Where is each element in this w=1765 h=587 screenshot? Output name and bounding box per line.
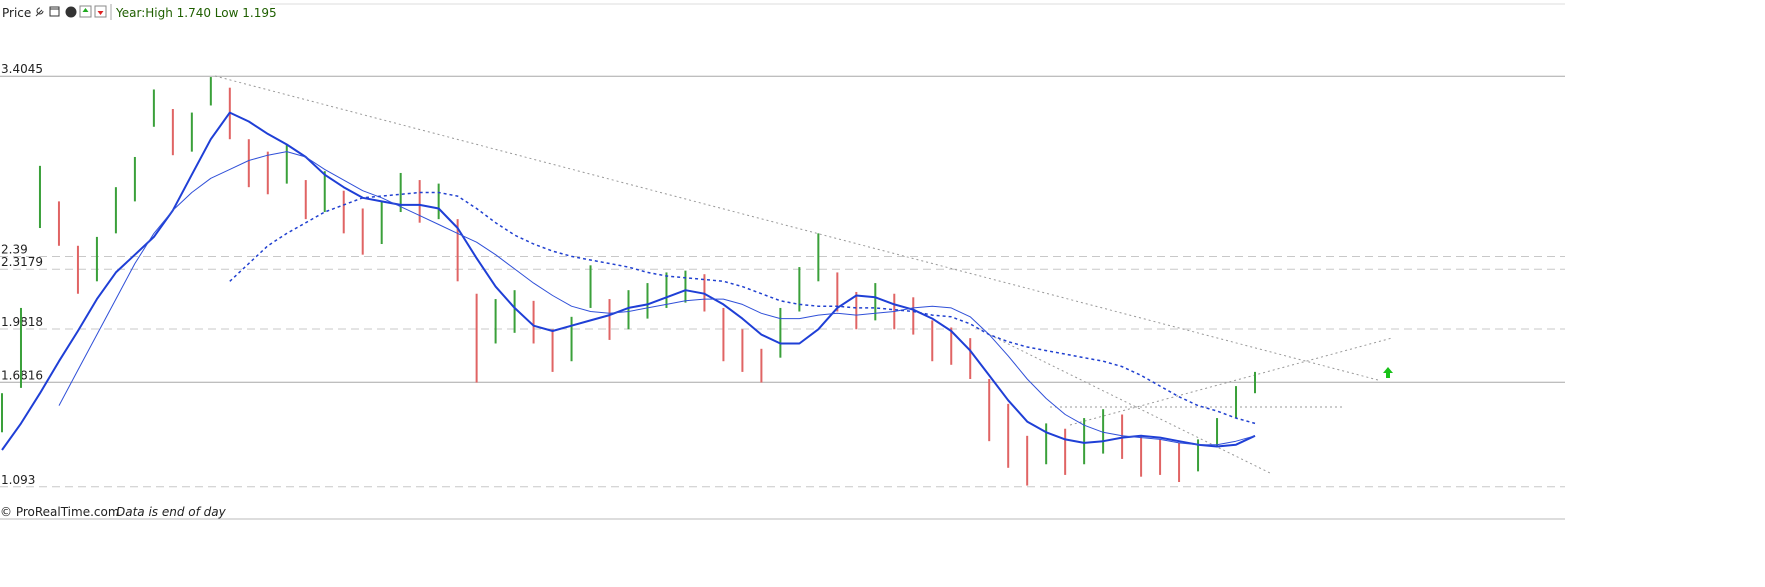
price-bar: [1007, 403, 1010, 468]
price-bar: [1178, 442, 1181, 483]
price-bar: [76, 245, 79, 294]
year-range: Year:High 1.740 Low 1.195: [115, 6, 277, 20]
levels: 3.4045 2.392.3179 1.9818 1.6816 1.093: [0, 62, 1565, 488]
price-bar: [1140, 435, 1143, 477]
price-bar: [798, 267, 801, 312]
price-bar: [304, 180, 307, 220]
price-bar: [1159, 439, 1162, 475]
price-bar: [190, 112, 193, 152]
y-tick-label: 1.9818: [1, 315, 43, 329]
price-bar: [1026, 435, 1029, 486]
price-bar: [1102, 409, 1105, 454]
price-bar: [1083, 418, 1086, 465]
price-bar: [399, 172, 402, 213]
price-bar: [1, 393, 3, 433]
window-icon[interactable]: [49, 6, 60, 17]
price-bar: [608, 299, 611, 340]
price-bar: [285, 144, 288, 184]
price-bar: [817, 233, 820, 282]
trendlines: [214, 75, 1393, 475]
moving-average: [1, 111, 1256, 451]
trendline: [1069, 337, 1393, 426]
price-bar: [627, 290, 630, 330]
moving-average: [229, 191, 1256, 425]
price-bar: [361, 208, 364, 255]
price-bar: [532, 300, 535, 344]
price-bar: [266, 151, 269, 195]
price-bar: [874, 283, 877, 321]
down-arrow: [97, 11, 104, 15]
price-bar: [342, 190, 345, 234]
price-bar: [133, 156, 136, 202]
price-bar: [95, 236, 98, 282]
source: © ProRealTime.com: [0, 505, 120, 519]
up-icon[interactable]: [79, 5, 92, 18]
price-bar: [437, 183, 440, 220]
price-bar: [152, 89, 155, 127]
close-icon[interactable]: [65, 6, 77, 18]
price-bar: [171, 109, 174, 156]
price-bar: [57, 201, 60, 246]
y-tick-label: 2.39: [1, 242, 28, 256]
price-bar: [646, 283, 649, 319]
trendline: [989, 334, 1273, 475]
up-arrow: [82, 8, 89, 12]
moving-averages: [1, 111, 1256, 451]
price-bar: [19, 307, 22, 388]
price-bars: [1, 77, 1256, 486]
price-bar: [570, 316, 573, 362]
price-bar: [912, 297, 915, 335]
price-bar: [760, 348, 763, 383]
signal-arrow: [1383, 367, 1393, 378]
price-bar: [950, 327, 953, 365]
y-tick-label: 1.6816: [1, 368, 43, 382]
price-bar: [779, 307, 782, 358]
price-bar: [475, 293, 478, 383]
price-bar: [1045, 423, 1048, 465]
y-tick-label: 3.4045: [1, 62, 43, 76]
price-bar: [323, 171, 326, 213]
price-bar: [380, 201, 383, 245]
price-bar: [931, 320, 934, 362]
price-bar: [456, 219, 459, 282]
down-icon[interactable]: [94, 5, 107, 18]
y-tick-label: 1.093: [1, 473, 35, 487]
price-bar: [1064, 428, 1067, 475]
price-bar: [209, 77, 212, 106]
price-bar: [684, 270, 687, 303]
settings-icon[interactable]: [35, 7, 44, 17]
price-bar: [418, 180, 421, 223]
price-bar: [1254, 371, 1256, 394]
price-bar: [988, 378, 991, 442]
price-bar: [665, 272, 668, 308]
price-bar: [247, 139, 250, 188]
price-bar: [1216, 418, 1219, 447]
price-bar: [741, 329, 744, 372]
price-bar: [513, 290, 516, 333]
trendline: [214, 75, 1379, 381]
price-bar: [969, 338, 972, 379]
moving-average: [58, 151, 1256, 446]
price-bar: [1235, 386, 1238, 419]
price-bar: [494, 299, 497, 344]
toolbar-icons: [35, 4, 112, 20]
price-bar: [1197, 439, 1200, 472]
price-bar: [114, 187, 117, 234]
price-bar: [589, 265, 592, 308]
note: Data is end of day: [116, 505, 227, 519]
y-tick-label: 2.3179: [1, 255, 43, 269]
panel-title: Price: [2, 6, 31, 20]
price-bar: [551, 329, 554, 372]
price-bar: [855, 291, 858, 330]
price-bar: [836, 272, 839, 312]
price-bar: [38, 165, 41, 229]
price-bar: [722, 307, 725, 362]
